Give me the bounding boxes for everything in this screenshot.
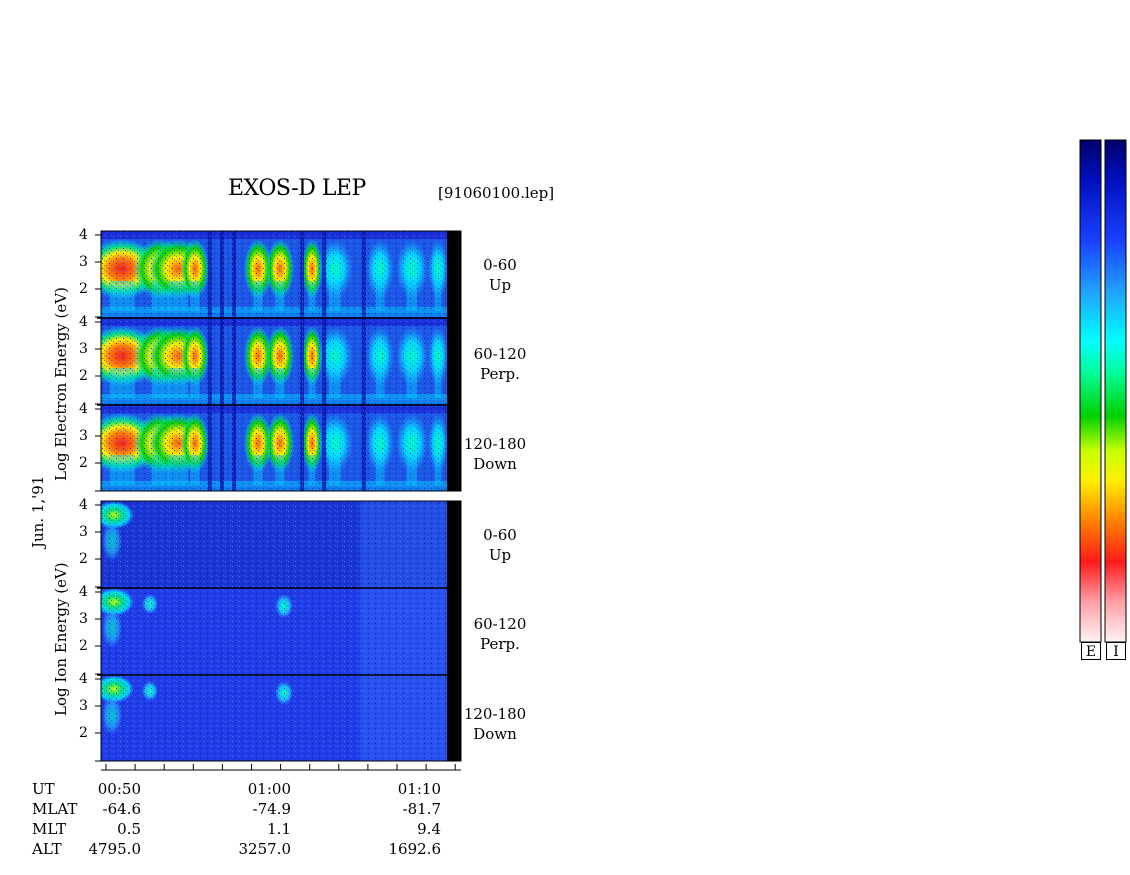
ephemeris-value: 1692.6 xyxy=(388,840,442,858)
ephemeris-label-mlt: MLT xyxy=(32,820,67,838)
ephemeris-value: 00:50 xyxy=(97,780,141,798)
ion-axis-label: Log Ion Energy (eV) xyxy=(52,562,70,716)
pitch-direction: Down xyxy=(473,455,517,473)
ephemeris-value: 1.1 xyxy=(267,820,291,838)
y-tick-label: 2 xyxy=(79,368,88,384)
ephemeris-value: 01:00 xyxy=(247,780,291,798)
colorbar-electron xyxy=(1079,139,1102,643)
ion-spectrogram xyxy=(97,500,462,762)
y-tick-label: 4 xyxy=(79,584,88,600)
pitch-angle-range: 0-60 xyxy=(483,256,517,274)
time-axis xyxy=(101,764,461,771)
y-tick-label: 3 xyxy=(79,341,88,357)
electron-spectrogram xyxy=(97,230,462,492)
colorbar-label-ion: I xyxy=(1106,642,1126,660)
panel-label-electron-up: 0-60 Up xyxy=(460,255,540,295)
file-name: [91060100.lep] xyxy=(438,184,555,202)
y-tick-label: 4 xyxy=(79,227,88,243)
ephemeris-value: 9.4 xyxy=(417,820,441,838)
ephemeris-label-alt: ALT xyxy=(32,840,62,858)
ephemeris-value: -74.9 xyxy=(252,800,291,818)
pitch-direction: Up xyxy=(488,276,512,294)
pitch-angle-range: 120-180 xyxy=(463,705,527,723)
ephemeris-value: 3257.0 xyxy=(238,840,292,858)
pitch-angle-range: 120-180 xyxy=(463,435,527,453)
y-tick-label: 2 xyxy=(79,725,88,741)
panel-label-electron-down: 120-180 Down xyxy=(455,434,535,474)
ephemeris-value: 4795.0 xyxy=(88,840,142,858)
colorbar-ion xyxy=(1104,139,1127,643)
y-tick-label: 3 xyxy=(79,254,88,270)
date-label: Jun. 1,'91 xyxy=(29,475,47,548)
y-tick-marks xyxy=(95,234,101,762)
panel-label-ion-down: 120-180 Down xyxy=(455,704,535,744)
y-tick-label: 2 xyxy=(79,551,88,567)
y-tick-label: 4 xyxy=(79,401,88,417)
y-tick-label: 3 xyxy=(79,698,88,714)
y-tick-label: 3 xyxy=(79,524,88,540)
pitch-direction: Up xyxy=(488,546,512,564)
ephemeris-value: 0.5 xyxy=(117,820,141,838)
y-tick-label: 3 xyxy=(79,428,88,444)
ion-data-gap xyxy=(447,501,461,761)
y-tick-label: 4 xyxy=(79,671,88,687)
colorbar-label-electron: E xyxy=(1081,642,1101,660)
y-tick-label: 3 xyxy=(79,611,88,627)
chart-title: EXOS-D LEP xyxy=(228,176,366,201)
pitch-direction: Perp. xyxy=(480,635,520,653)
pitch-direction: Perp. xyxy=(480,365,520,383)
ephemeris-label-ut: UT xyxy=(32,780,55,798)
electron-axis-label: Log Electron Energy (eV) xyxy=(52,287,70,481)
panel-label-electron-perp: 60-120 Perp. xyxy=(460,344,540,384)
ephemeris-label-mlat: MLAT xyxy=(32,800,78,818)
y-tick-label: 2 xyxy=(79,281,88,297)
panel-label-ion-up: 0-60 Up xyxy=(460,525,540,565)
electron-data-gap xyxy=(447,231,461,491)
ephemeris-value: -64.6 xyxy=(102,800,141,818)
ephemeris-value: -81.7 xyxy=(402,800,441,818)
y-tick-label: 4 xyxy=(79,314,88,330)
y-tick-label: 2 xyxy=(79,638,88,654)
pitch-angle-range: 60-120 xyxy=(473,345,527,363)
pitch-direction: Down xyxy=(473,725,517,743)
ephemeris-value: 01:10 xyxy=(397,780,441,798)
pitch-angle-range: 60-120 xyxy=(473,615,527,633)
y-tick-label: 4 xyxy=(79,497,88,513)
panel-label-ion-perp: 60-120 Perp. xyxy=(460,614,540,654)
y-tick-label: 2 xyxy=(79,455,88,471)
pitch-angle-range: 0-60 xyxy=(483,526,517,544)
